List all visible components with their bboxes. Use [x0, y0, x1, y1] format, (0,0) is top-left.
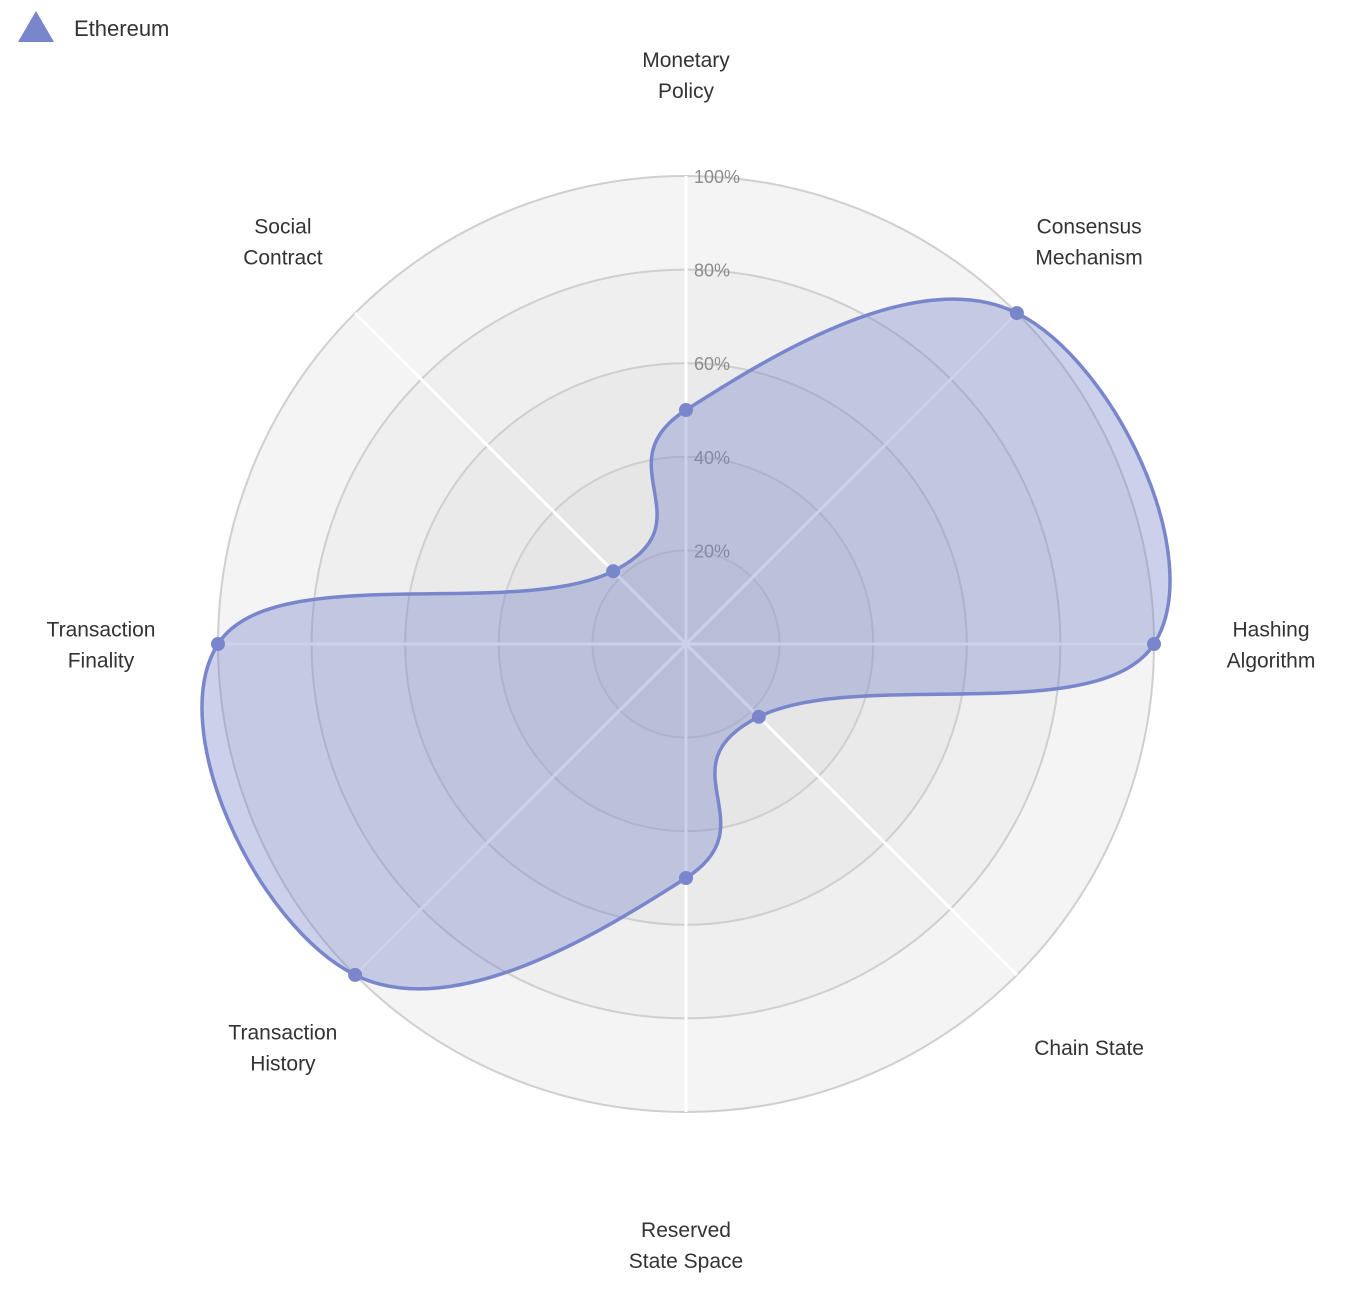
spoke-5 [354, 642, 688, 976]
data-point-7[interactable] [606, 564, 621, 579]
data-point-2[interactable] [1147, 637, 1161, 651]
axis-label-chain-state: Chain State [1034, 1037, 1144, 1060]
axis-label-consensus-mechanism: Consensus Mechanism [1035, 215, 1142, 269]
axis-label-transaction-history: Transaction History [228, 1022, 337, 1076]
axis-label-monetary-policy: Monetary Policy [642, 49, 730, 103]
axis-labels: Monetary Policy Consensus Mechanism Hashin… [47, 49, 1316, 1273]
data-point-4[interactable] [679, 871, 693, 885]
data-point-6[interactable] [211, 637, 225, 651]
tick-label-100: 100% [694, 167, 740, 187]
axis-label-transaction-finality: Transaction Finality [47, 619, 156, 673]
legend-triangle-icon [18, 11, 54, 42]
axis-label-hashing-algorithm: Hashing Algorithm [1227, 619, 1316, 673]
spoke-1 [684, 312, 1018, 646]
legend-label-ethereum: Ethereum [74, 16, 169, 41]
tick-label-80: 80% [694, 261, 730, 281]
radar-spokes [218, 176, 1154, 1112]
data-point-3[interactable] [751, 709, 766, 724]
radial-tick-labels: 20% 40% 60% 80% 100% [694, 167, 740, 561]
spoke-7 [354, 312, 688, 646]
axis-label-social-contract: Social Contract [243, 215, 323, 269]
series-ethereum [200, 297, 1172, 991]
spoke-3 [684, 642, 1018, 976]
tick-label-20: 20% [694, 541, 730, 561]
tick-label-40: 40% [694, 448, 730, 468]
legend[interactable]: Ethereum [18, 11, 169, 42]
axis-label-reserved-state-space: Reserved State Space [629, 1219, 743, 1273]
data-point-0[interactable] [679, 403, 693, 417]
data-point-1[interactable] [1009, 306, 1024, 321]
data-point-5[interactable] [348, 967, 363, 982]
tick-label-60: 60% [694, 354, 730, 374]
